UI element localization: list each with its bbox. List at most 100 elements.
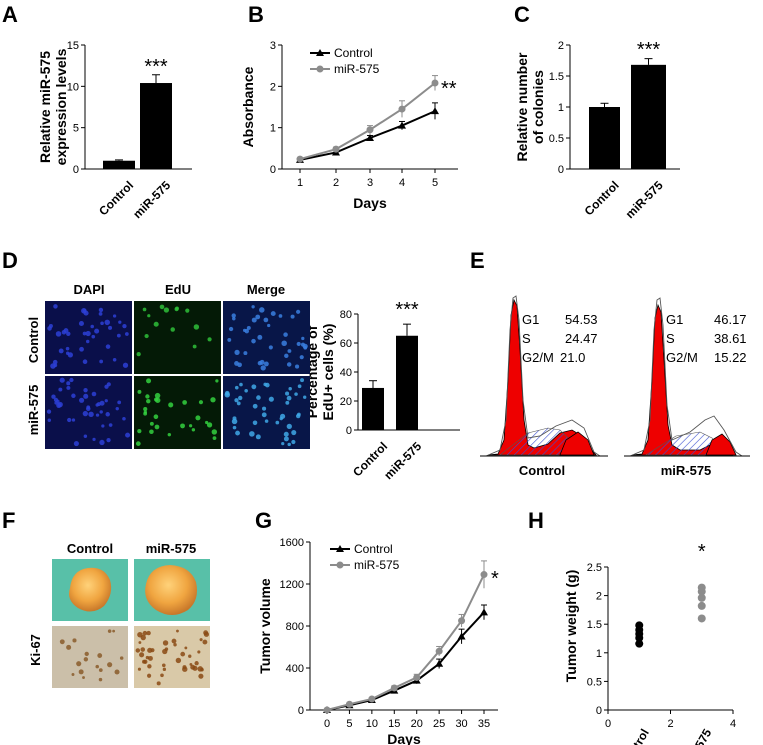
nucleus-edu-mir-14	[146, 378, 152, 384]
a-significance: ***	[144, 56, 168, 78]
nucleus-merge-mir-41	[224, 392, 231, 398]
nucleus-dapi-mir-14	[46, 409, 52, 414]
nucleus-edu-mir-22	[210, 397, 216, 403]
ki67-dot-mir-37	[148, 655, 153, 661]
ki67-dot-mir-33	[171, 638, 177, 644]
ki67-dot-mir-28	[162, 648, 168, 655]
g-point-0-6	[457, 632, 466, 640]
g-xtick-label-6: 30	[455, 718, 467, 730]
h-xtick-label-0: 0	[605, 718, 611, 730]
a-cat-label-1: miR-575	[130, 178, 173, 221]
h-point-1-2	[697, 593, 706, 602]
tumor-col-mir575: miR-575	[146, 541, 197, 556]
ki67-dot-ctrl-16	[97, 653, 103, 658]
nucleus-merge-ctrl-34	[246, 325, 251, 330]
nucleus-merge-ctrl-26	[234, 349, 240, 355]
c-ytick-label-3: 1.5	[549, 71, 564, 83]
panel-label-f: F	[2, 508, 15, 533]
fc-control-s-value: 24.47	[565, 331, 598, 346]
b-point-0-3	[398, 121, 406, 129]
nucleus-edu-mir-8	[143, 407, 148, 412]
nucleus-merge-mir-13	[239, 382, 243, 387]
nucleus-dapi-ctrl-19	[79, 346, 84, 352]
ki67-dot-mir-36	[142, 630, 148, 636]
g-point-1-2	[368, 695, 376, 703]
b-xtick-label-4: 5	[432, 177, 438, 189]
nucleus-dapi-mir-17	[99, 439, 105, 446]
panel-f-tumor-images: Control miR-575 Ki-67	[28, 541, 210, 688]
nucleus-merge-ctrl-12	[278, 314, 283, 318]
nucleus-merge-ctrl-7	[268, 345, 273, 350]
nucleus-merge-mir-26	[231, 418, 238, 425]
nucleus-merge-mir-33	[232, 425, 237, 430]
nucleus-dapi-ctrl-0	[86, 339, 90, 344]
b-point-1-3	[398, 105, 406, 113]
nucleus-dapi-mir-25	[66, 385, 71, 390]
edu-control-image	[134, 301, 221, 374]
nucleus-dapi-ctrl-10	[100, 321, 104, 326]
g-xtick-label-0: 0	[324, 718, 330, 730]
d-ytick-label-1: 20	[340, 396, 352, 408]
h-point-0-0	[635, 639, 644, 648]
nucleus-merge-ctrl-11	[303, 346, 308, 350]
a-ytick-label-2: 10	[67, 81, 79, 93]
nucleus-merge-mir-6	[279, 417, 283, 421]
nucleus-merge-ctrl-29	[263, 317, 269, 323]
fc-mir575-g1-value: 46.17	[714, 312, 747, 327]
ki67-stain-dots	[59, 629, 210, 686]
nucleus-edu-ctrl-11	[159, 304, 165, 310]
g-line-control	[326, 611, 485, 711]
nucleus-dapi-mir-4	[106, 437, 111, 443]
nucleus-edu-ctrl-10	[142, 307, 147, 312]
nucleus-dapi-mir-30	[56, 399, 60, 404]
ki67-dot-ctrl-13	[78, 669, 84, 675]
d-ytick-label-2: 40	[340, 367, 352, 379]
ki67-dot-mir-14	[175, 657, 182, 664]
nucleus-edu-mir-17	[215, 379, 219, 383]
nucleus-merge-ctrl-3	[257, 334, 263, 340]
nucleus-edu-mir-19	[145, 394, 150, 399]
ki67-dot-mir-19	[198, 673, 204, 679]
a-ylabel-line-1: expression levels	[53, 48, 69, 165]
nucleus-dapi-mir-27	[88, 411, 94, 418]
nucleus-edu-mir-11	[154, 392, 161, 399]
d-significance: ***	[395, 299, 419, 321]
nucleus-dapi-ctrl-29	[104, 319, 110, 326]
nucleus-dapi-mir-12	[91, 391, 97, 397]
h-point-1-1	[697, 601, 706, 610]
nucleus-dapi-mir-18	[59, 377, 65, 383]
nucleus-dapi-ctrl-25	[122, 362, 129, 368]
nucleus-merge-ctrl-2	[260, 365, 266, 371]
g-ytick-label-2: 800	[286, 621, 304, 633]
b-point-1-4	[431, 79, 439, 87]
c-ylabel-line-0: Relative number	[514, 52, 530, 161]
ki67-dot-mir-39	[147, 664, 152, 669]
nucleus-dapi-mir-41	[69, 377, 74, 383]
nucleus-merge-mir-2	[285, 391, 290, 396]
nucleus-merge-ctrl-27	[227, 337, 232, 342]
a-ytick-label-3: 15	[67, 40, 79, 52]
nucleus-dapi-ctrl-24	[67, 352, 73, 358]
ki67-control-image	[52, 626, 128, 688]
ki67-dot-mir-35	[188, 654, 192, 658]
ki67-dot-mir-41	[138, 641, 142, 644]
a-bar-0	[103, 160, 135, 169]
nucleus-merge-mir-40	[256, 395, 261, 400]
nucleus-edu-mir-24	[146, 398, 151, 404]
fc-mir575-s-value: 38.61	[714, 331, 747, 346]
nucleus-merge-mir-28	[286, 395, 292, 401]
nucleus-dapi-mir-1	[105, 412, 110, 417]
nucleus-merge-mir-20	[275, 420, 280, 425]
cell-nuclei-dots	[46, 304, 308, 447]
nucleus-edu-mir-0	[137, 428, 142, 434]
nucleus-edu-mir-23	[188, 424, 193, 428]
nucleus-merge-mir-22	[252, 420, 258, 426]
g-xtick-label-4: 20	[411, 718, 423, 730]
nucleus-merge-ctrl-30	[295, 364, 300, 369]
b-significance: **	[441, 78, 457, 100]
nucleus-merge-mir-37	[295, 413, 301, 419]
b-legend-label-0: Control	[334, 46, 373, 60]
nucleus-merge-mir-39	[234, 385, 239, 390]
ki67-dot-ctrl-8	[83, 657, 89, 662]
